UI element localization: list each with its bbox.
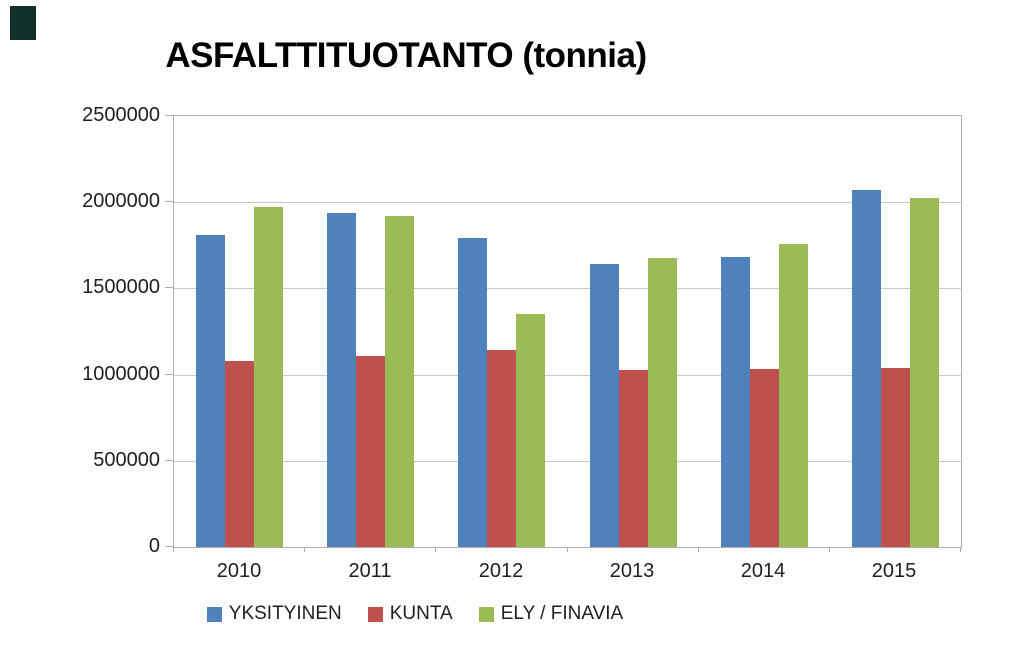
bar-2010-ely-finavia (254, 207, 283, 547)
legend-swatch-icon (206, 606, 222, 622)
bar-2015-ely-finavia (910, 198, 939, 547)
y-tick-mark (165, 374, 173, 375)
x-tick-label: 2012 (478, 560, 524, 582)
gridline (174, 202, 961, 203)
legend: YKSITYINEN KUNTA ELY / FINAVIA (0, 601, 830, 627)
legend-label: ELY / FINAVIA (500, 603, 624, 624)
bar-2012-ely-finavia (516, 314, 545, 547)
x-tick-mark (829, 547, 830, 552)
bar-2011-kunta (356, 356, 385, 547)
y-tick-mark (165, 115, 173, 116)
x-tick-label: 2014 (740, 560, 786, 582)
legend-item-ely-finavia: ELY / FINAVIA (478, 603, 624, 625)
bar-2015-kunta (881, 368, 910, 547)
y-tick-label: 1500000 (82, 276, 160, 298)
gridline (174, 461, 961, 462)
y-tick-mark (165, 460, 173, 461)
x-tick-mark (173, 547, 174, 552)
legend-label: YKSITYINEN (228, 603, 342, 624)
bar-2011-ely-finavia (385, 216, 414, 547)
gridline (174, 375, 961, 376)
x-tick-label: 2011 (348, 560, 392, 582)
legend-swatch-icon (367, 606, 383, 622)
y-tick-label: 1000000 (82, 363, 160, 385)
bar-2012-kunta (487, 350, 516, 547)
plot-area (173, 115, 962, 548)
bar-2012-yksityinen (458, 238, 487, 547)
y-tick-label: 2500000 (82, 104, 160, 126)
bar-2013-kunta (619, 370, 648, 547)
y-tick-mark (165, 201, 173, 202)
x-tick-mark (567, 547, 568, 552)
x-tick-mark (304, 547, 305, 552)
y-tick-mark (165, 287, 173, 288)
bar-2014-kunta (750, 369, 779, 547)
bar-2013-ely-finavia (648, 258, 677, 547)
y-tick-label: 2000000 (82, 190, 160, 212)
legend-item-kunta: KUNTA (367, 603, 453, 625)
x-tick-mark (960, 547, 961, 552)
x-tick-mark (435, 547, 436, 552)
y-tick-label: 0 (148, 535, 160, 557)
bar-2011-yksityinen (327, 213, 356, 547)
legend-swatch-icon (478, 606, 494, 622)
bar-2010-kunta (225, 361, 254, 547)
bar-2013-yksityinen (590, 264, 619, 547)
bar-2014-ely-finavia (779, 244, 808, 547)
x-tick-label: 2010 (216, 560, 262, 582)
x-tick-label: 2013 (609, 560, 655, 582)
gridline (174, 288, 961, 289)
bar-2015-yksityinen (852, 190, 881, 547)
corner-mark (10, 6, 36, 40)
legend-item-yksityinen: YKSITYINEN (206, 603, 342, 625)
chart-title: ASFALTTITUOTANTO (tonnia) (165, 36, 647, 75)
bar-2014-yksityinen (721, 257, 750, 547)
y-tick-mark (165, 546, 173, 547)
x-tick-label: 2015 (871, 560, 917, 582)
y-tick-label: 500000 (93, 449, 160, 471)
legend-label: KUNTA (389, 603, 453, 624)
bar-2010-yksityinen (196, 235, 225, 547)
x-tick-mark (698, 547, 699, 552)
